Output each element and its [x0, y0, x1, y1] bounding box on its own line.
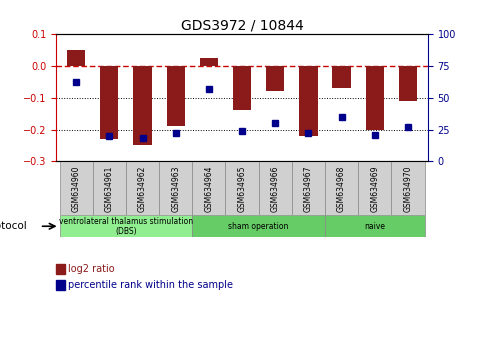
Bar	[159, 161, 192, 215]
Text: GSM634966: GSM634966	[270, 165, 279, 212]
Bar	[265, 65, 284, 91]
Bar	[192, 215, 325, 237]
Text: GSM634967: GSM634967	[304, 165, 312, 212]
Title: GDS3972 / 10844: GDS3972 / 10844	[180, 18, 303, 33]
Bar	[125, 161, 159, 215]
Text: log2 ratio: log2 ratio	[68, 264, 115, 274]
Bar	[166, 65, 184, 126]
Text: percentile rank within the sample: percentile rank within the sample	[68, 280, 233, 290]
Text: GSM634970: GSM634970	[403, 165, 411, 212]
Text: GSM634969: GSM634969	[369, 165, 379, 212]
Bar	[357, 161, 390, 215]
Bar	[192, 161, 225, 215]
Bar	[60, 215, 192, 237]
Bar	[199, 58, 218, 65]
Bar	[365, 65, 383, 130]
Text: GSM634961: GSM634961	[104, 165, 114, 212]
Text: naive: naive	[364, 222, 385, 231]
Bar	[332, 65, 350, 88]
Text: protocol: protocol	[0, 221, 26, 231]
Text: GSM634968: GSM634968	[336, 165, 346, 212]
Bar	[398, 65, 416, 101]
Text: sham operation: sham operation	[228, 222, 288, 231]
Text: GSM634965: GSM634965	[237, 165, 246, 212]
Bar	[291, 161, 325, 215]
Text: GSM634960: GSM634960	[72, 165, 81, 212]
Text: ventrolateral thalamus stimulation
(DBS): ventrolateral thalamus stimulation (DBS)	[59, 217, 193, 236]
Bar	[100, 65, 118, 139]
Bar	[93, 161, 125, 215]
Bar	[299, 65, 317, 136]
Bar	[133, 65, 151, 145]
Text: GSM634964: GSM634964	[204, 165, 213, 212]
Bar	[325, 161, 357, 215]
Text: GSM634962: GSM634962	[138, 165, 147, 212]
Bar	[60, 161, 93, 215]
Bar	[390, 161, 424, 215]
Text: GSM634963: GSM634963	[171, 165, 180, 212]
Bar	[232, 65, 251, 110]
Bar	[325, 215, 424, 237]
Bar	[225, 161, 258, 215]
Bar	[67, 50, 85, 65]
Bar	[258, 161, 291, 215]
